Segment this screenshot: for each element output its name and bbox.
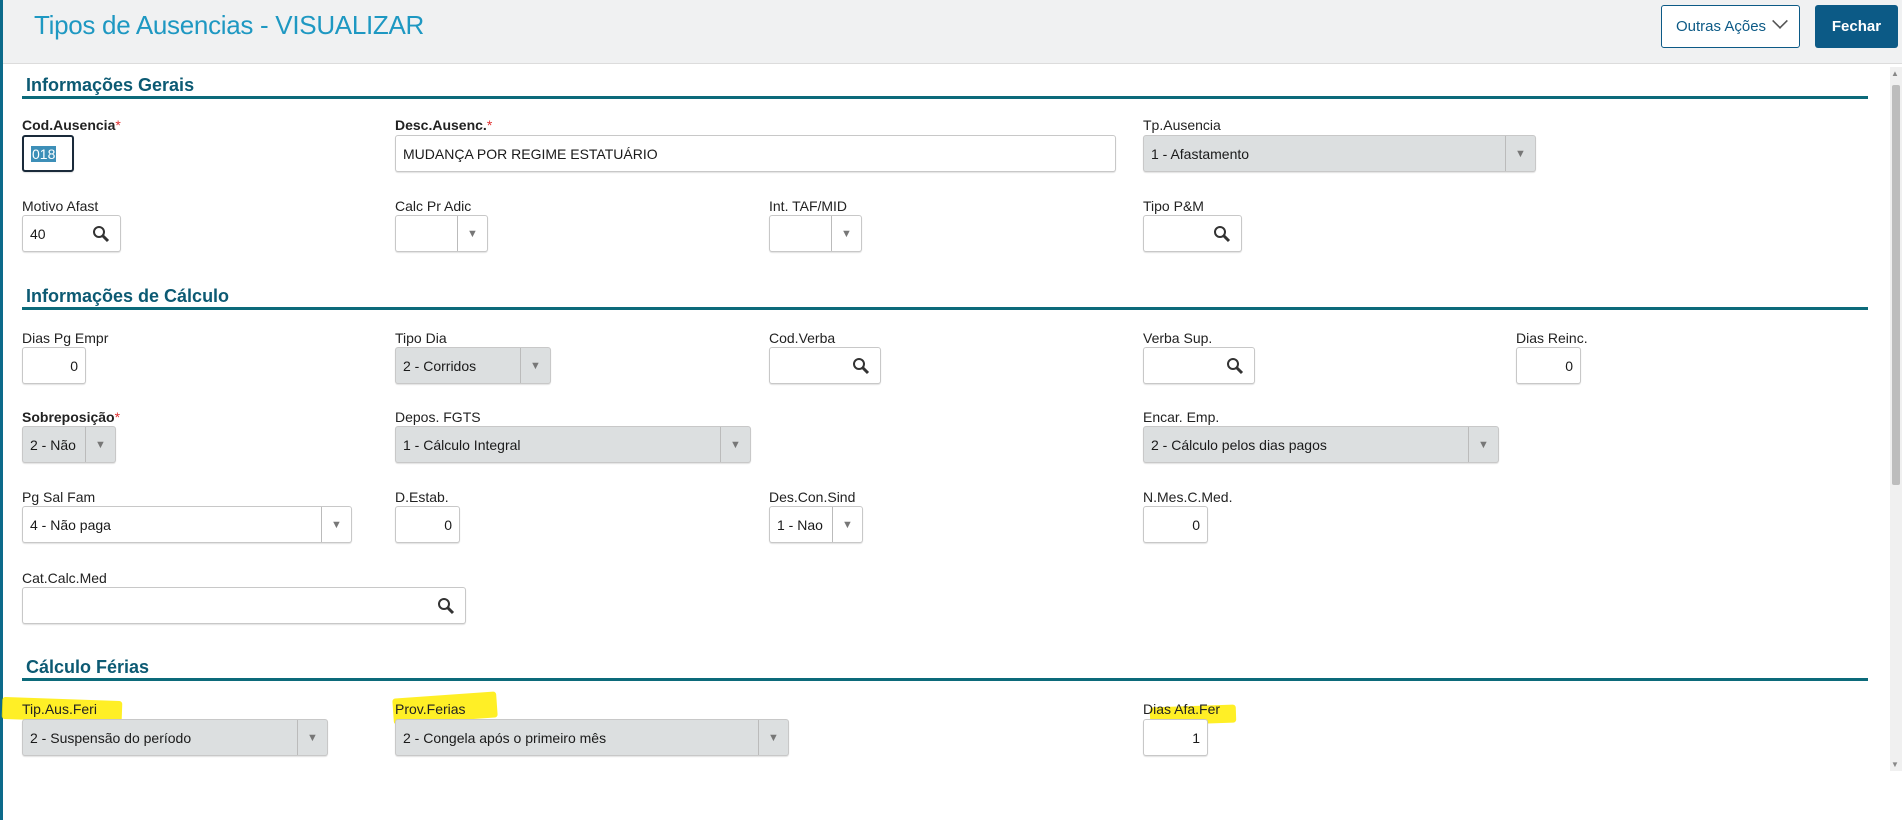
prov-ferias-label: Prov.Ferias — [395, 701, 466, 717]
other-actions-button[interactable]: Outras Ações — [1661, 5, 1800, 48]
dias-afa-fer-label: Dias Afa.Fer — [1143, 701, 1221, 717]
pg-sal-fam-label: Pg Sal Fam — [22, 489, 96, 505]
tipo-dia-select[interactable]: 2 - Corridos ▼ — [395, 347, 551, 384]
verba-sup-input[interactable] — [1143, 347, 1255, 384]
search-icon[interactable] — [1213, 225, 1231, 243]
calc-pr-adic-label: Calc Pr Adic — [395, 198, 472, 214]
dias-pg-empr-label: Dias Pg Empr — [22, 330, 109, 346]
search-icon[interactable] — [1226, 357, 1244, 375]
tp-ausencia-label: Tp.Ausencia — [1143, 117, 1221, 133]
dropdown-arrow-icon: ▼ — [758, 720, 788, 755]
d-estab-label: D.Estab. — [395, 489, 449, 505]
int-taf-mid-label: Int. TAF/MID — [769, 198, 848, 214]
scroll-up-icon[interactable]: ▲ — [1891, 69, 1899, 78]
encar-emp-label: Encar. Emp. — [1143, 409, 1220, 425]
dropdown-arrow-icon: ▼ — [1468, 427, 1498, 462]
scroll-down-icon[interactable]: ▼ — [1891, 760, 1899, 769]
dias-afa-fer-input[interactable]: 1 — [1143, 719, 1208, 756]
dias-reinc-input[interactable]: 0 — [1516, 347, 1581, 384]
desc-ausenc-input[interactable]: MUDANÇA POR REGIME ESTATUÁRIO — [395, 135, 1116, 172]
section-title: Informações de Cálculo — [26, 286, 230, 306]
motivo-afast-label: Motivo Afast — [22, 198, 99, 214]
des-con-sind-select[interactable]: 1 - Nao ▼ — [769, 506, 863, 543]
dropdown-arrow-icon: ▼ — [457, 216, 487, 251]
dropdown-arrow-icon: ▼ — [297, 720, 327, 755]
section-calc: Informações de Cálculo — [22, 286, 1868, 310]
pg-sal-fam-select[interactable]: 4 - Não paga ▼ — [22, 506, 352, 543]
cod-verba-input[interactable] — [769, 347, 881, 384]
search-icon[interactable] — [852, 357, 870, 375]
depos-fgts-select[interactable]: 1 - Cálculo Integral ▼ — [395, 426, 751, 463]
page-header: Tipos de Ausencias - VISUALIZAR — [3, 0, 1902, 64]
dropdown-arrow-icon: ▼ — [321, 507, 351, 542]
section-vacation: Cálculo Férias — [22, 657, 1868, 681]
tipo-dia-label: Tipo Dia — [395, 330, 447, 346]
tip-aus-feri-select[interactable]: 2 - Suspensão do período ▼ — [22, 719, 328, 756]
sobreposicao-select[interactable]: 2 - Não ▼ — [22, 426, 116, 463]
tp-ausencia-select[interactable]: 1 - Afastamento ▼ — [1143, 135, 1536, 172]
page-title: Tipos de Ausencias - VISUALIZAR — [34, 10, 425, 40]
tipo-pm-input[interactable] — [1143, 215, 1242, 252]
d-estab-input[interactable]: 0 — [395, 506, 460, 543]
search-icon[interactable] — [437, 597, 455, 615]
tip-aus-feri-label: Tip.Aus.Feri — [22, 701, 97, 717]
cod-ausencia-input[interactable]: 018 — [22, 135, 74, 172]
n-mes-c-med-input[interactable]: 0 — [1143, 506, 1208, 543]
depos-fgts-label: Depos. FGTS — [395, 409, 481, 425]
prov-ferias-select[interactable]: 2 - Congela após o primeiro mês ▼ — [395, 719, 789, 756]
dropdown-arrow-icon: ▼ — [831, 216, 861, 251]
dropdown-arrow-icon: ▼ — [520, 348, 550, 383]
cat-calc-med-input[interactable] — [22, 587, 466, 624]
motivo-afast-input[interactable]: 40 — [22, 215, 121, 252]
verba-sup-label: Verba Sup. — [1143, 330, 1213, 346]
dias-pg-empr-input[interactable]: 0 — [22, 347, 86, 384]
cod-ausencia-label: Cod.Ausencia* — [22, 117, 121, 133]
int-taf-mid-select[interactable]: ▼ — [769, 215, 862, 252]
dropdown-arrow-icon: ▼ — [85, 427, 115, 462]
encar-emp-select[interactable]: 2 - Cálculo pelos dias pagos ▼ — [1143, 426, 1499, 463]
scrollbar[interactable]: ▲ ▼ — [1890, 67, 1902, 771]
chevron-down-icon — [1772, 13, 1788, 29]
cat-calc-med-label: Cat.Calc.Med — [22, 570, 107, 586]
search-icon[interactable] — [92, 225, 110, 243]
section-general: Informações Gerais — [22, 75, 1868, 99]
scrollbar-thumb[interactable] — [1892, 85, 1900, 485]
section-title: Informações Gerais — [26, 75, 195, 95]
left-border — [0, 0, 3, 820]
dropdown-arrow-icon: ▼ — [1505, 136, 1535, 171]
desc-ausenc-label: Desc.Ausenc.* — [395, 117, 493, 133]
cod-verba-label: Cod.Verba — [769, 330, 836, 346]
dropdown-arrow-icon: ▼ — [832, 507, 862, 542]
other-actions-label: Outras Ações — [1676, 18, 1767, 35]
calc-pr-adic-select[interactable]: ▼ — [395, 215, 488, 252]
close-button[interactable]: Fechar — [1815, 5, 1898, 48]
tipo-pm-label: Tipo P&M — [1143, 198, 1204, 214]
n-mes-c-med-label: N.Mes.C.Med. — [1143, 489, 1233, 505]
dias-reinc-label: Dias Reinc. — [1516, 330, 1588, 346]
sobreposicao-label: Sobreposição* — [22, 409, 121, 425]
des-con-sind-label: Des.Con.Sind — [769, 489, 856, 505]
section-title: Cálculo Férias — [26, 657, 150, 677]
dropdown-arrow-icon: ▼ — [720, 427, 750, 462]
